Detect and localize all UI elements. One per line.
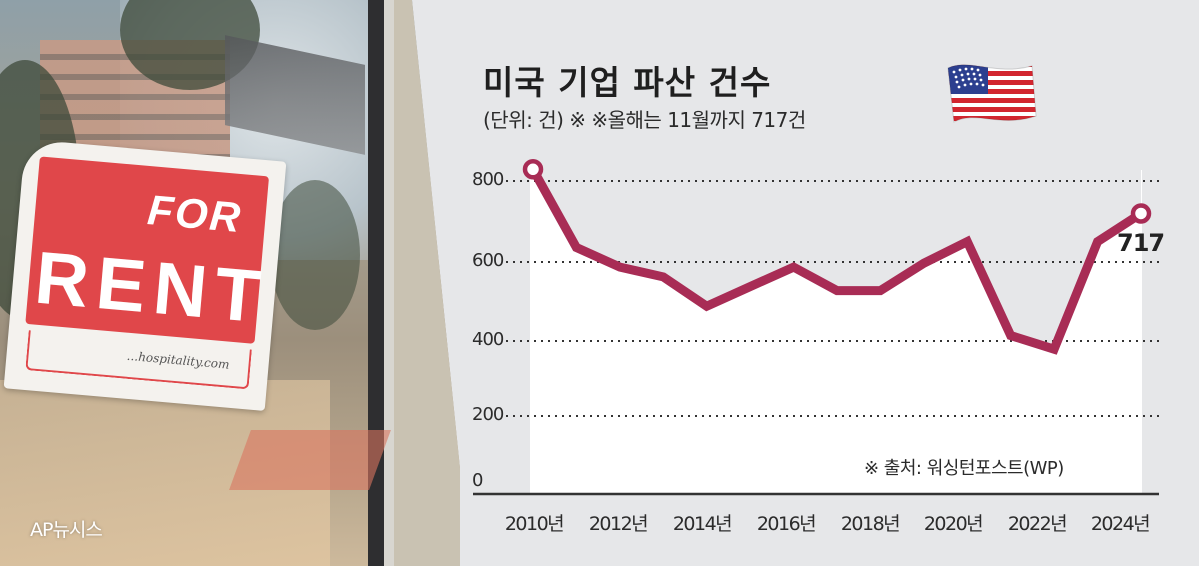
x-tick-2018: 2018년 <box>840 513 901 535</box>
x-tick-2016: 2016년 <box>756 513 817 535</box>
us-flag-icon <box>947 64 1037 123</box>
photo-palm <box>270 180 360 330</box>
chart-subtitle: (단위: 건) ※ ※올해는 11월까지 717건 <box>483 108 806 132</box>
data-series-line <box>529 167 1144 355</box>
chart-title: 미국 기업 파산 건수 <box>483 63 772 102</box>
y-tick-800: 800 <box>472 169 504 190</box>
x-tick-2022: 2022년 <box>1007 513 1068 535</box>
x-tick-2020: 2020년 <box>923 513 984 535</box>
news-photo: FOR RENT ...hospitality.com AP뉴시스 <box>0 0 460 566</box>
x-tick-2012: 2012년 <box>588 513 649 535</box>
start-point-marker <box>522 159 544 180</box>
y-tick-400: 400 <box>472 329 504 350</box>
source-note: ※ 출처: 워싱턴포스트(WP) <box>864 458 1064 479</box>
y-tick-0: 0 <box>472 470 483 491</box>
end-point-marker <box>1130 203 1152 224</box>
end-value-label: 717 <box>1117 229 1165 257</box>
x-tick-2024: 2024년 <box>1090 513 1151 535</box>
photo-window-frame-light <box>384 0 394 566</box>
area-above-line <box>533 169 1141 350</box>
y-tick-600: 600 <box>472 250 504 271</box>
y-tick-200: 200 <box>472 404 504 425</box>
x-tick-2014: 2014년 <box>672 513 733 535</box>
photo-window-frame <box>368 0 384 566</box>
photo-credit: AP뉴시스 <box>30 519 103 541</box>
x-tick-2010: 2010년 <box>504 513 565 535</box>
